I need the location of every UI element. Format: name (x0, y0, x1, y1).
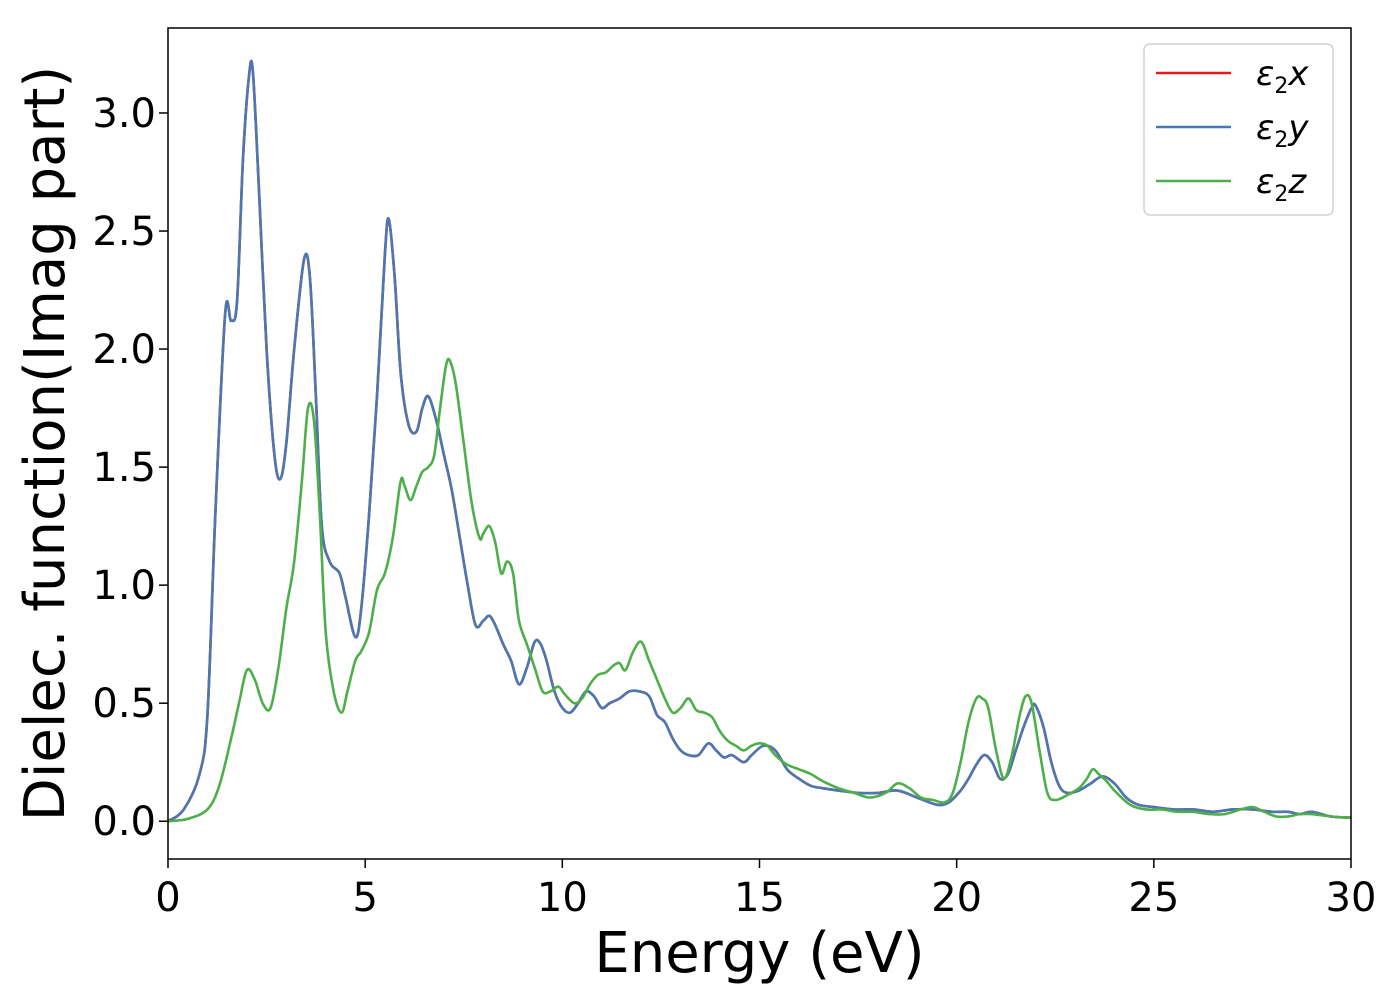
x-axis-label: Energy (eV) (594, 921, 924, 986)
legend: ε2x ε2y ε2z (1143, 43, 1334, 216)
x-tick-label: 0 (155, 875, 180, 921)
y-tick-label: 3.0 (92, 91, 156, 137)
x-tick-label: 5 (352, 875, 377, 921)
series-line-z (168, 357, 1351, 823)
y-axis-label: Dielec. function(Imag part) (13, 66, 78, 822)
x-tick-label: 25 (1128, 875, 1179, 921)
y-tick-label: 2.5 (92, 209, 156, 255)
legend-box (1143, 43, 1334, 216)
plot-area (168, 59, 1351, 823)
y-tick-label: 1.0 (92, 563, 156, 609)
x-tick-label: 15 (734, 875, 785, 921)
legend-label-x: ε2x (1256, 54, 1309, 99)
legend-label-y: ε2y (1256, 108, 1309, 153)
x-tick-label: 20 (931, 875, 982, 921)
axis-ticks: 0 5 10 15 20 25 30 0.0 0.5 1.0 1.5 2.0 2.5 3.0 (92, 91, 1376, 921)
y-tick-label: 0.5 (92, 681, 156, 727)
x-tick-label: 30 (1326, 875, 1377, 921)
y-tick-label: 0.0 (92, 799, 156, 845)
y-tick-label: 2.0 (92, 327, 156, 373)
legend-label-z: ε2z (1256, 162, 1307, 207)
y-tick-label: 1.5 (92, 445, 156, 491)
x-tick-label: 10 (537, 875, 588, 921)
series-line-y (168, 59, 1351, 823)
